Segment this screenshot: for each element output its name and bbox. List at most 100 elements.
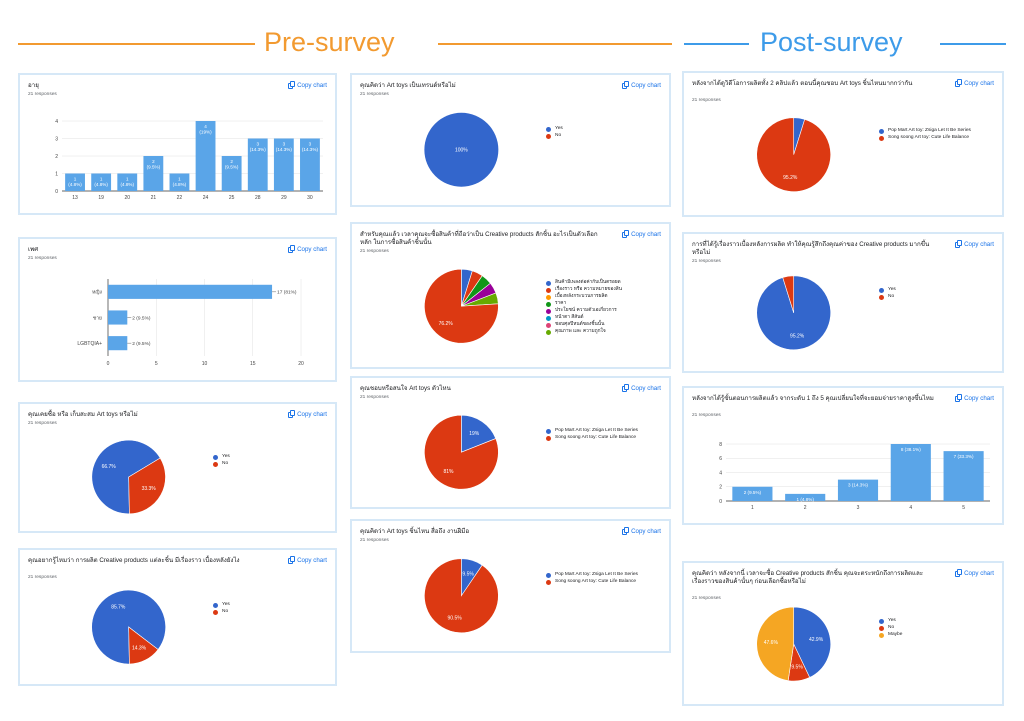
chart-title: คุณคิดว่า หลังจากนี้ เวลาจะซื้อ Creative… (692, 570, 924, 585)
slice-label: 47.6% (764, 640, 779, 646)
bar (117, 173, 138, 191)
chart-card-post-aware: คุณคิดว่า หลังจากนี้ เวลาจะซื้อ Creative… (682, 561, 1004, 706)
chart-legend: Pop Mart Art toy: Zsiga Let It Be Series… (879, 128, 994, 142)
legend-swatch (879, 128, 884, 134)
legend-label: No (888, 625, 895, 630)
legend-label: Pop Mart Art toy: Zsiga Let It Be Series (555, 572, 638, 577)
copy-chart-label: Copy chart (631, 231, 661, 238)
chart-title: หลังจากได้รู้ขั้นตอนการผลิตแล้ว จากระดับ… (692, 395, 934, 402)
responses-count: 21 responses (28, 575, 57, 580)
bar (108, 310, 128, 325)
legend-swatch (546, 126, 551, 132)
legend-label: สินค้ามีเพลงต่อค่ากับเป็นตรอยด (555, 280, 621, 285)
bar (65, 173, 85, 191)
x-tick-label: 5 (962, 505, 965, 511)
bar-chart: 0 1 2 3 4 1 (4.8%)1 (4.8%) 13 1 (4.8%)1 (4.8%) 19 1… (55, 119, 323, 201)
copy-chart-button[interactable]: Copy chart (955, 239, 994, 248)
bar (108, 336, 128, 351)
x-tick-label: 10 (202, 361, 208, 367)
chart-legend: Yes No Maybe (879, 618, 994, 639)
copy-chart-button[interactable]: Copy chart (288, 244, 327, 253)
copy-chart-button[interactable]: Copy chart (288, 80, 327, 89)
bar-value-label: 1 (4.8%)1 (4.8%) (94, 177, 108, 188)
bar-chart: 0 2 4 6 8 2 (9.5%) 1 1 (4.8%) 2 3 (14.3%) 3 8 (38.1… (719, 442, 990, 511)
responses-count: 21 responses (28, 92, 57, 97)
legend-label: Pop Mart Art toy: Zsiga Let It Be Series (888, 128, 971, 133)
copy-chart-button[interactable]: Copy chart (288, 409, 327, 418)
bar (943, 451, 984, 501)
slice-label: 95.2% (783, 175, 798, 181)
x-tick-label: 20 (124, 195, 130, 201)
copy-icon (622, 526, 630, 535)
pie-slice (128, 626, 159, 665)
legend-label: หน้าตา สีสันต์ (555, 315, 584, 320)
copy-chart-button[interactable]: Copy chart (288, 555, 327, 564)
legend-item: No (213, 609, 327, 615)
pie-slice (756, 117, 831, 192)
legend-item: เบื้องหลังกระบวนการผลิต (546, 294, 661, 300)
chart-title: อายุ (28, 82, 39, 89)
post-survey-title: Post-survey (760, 27, 903, 57)
legend-item: สินค้ามีเพลงต่อค่ากับเป็นตรอยด (546, 280, 661, 286)
copy-chart-button[interactable]: Copy chart (955, 568, 994, 577)
bar-value-label: 8 (38.1%) (901, 447, 921, 452)
copy-icon (955, 239, 963, 248)
slice-label: 95.2% (790, 333, 805, 339)
bar-value-label: 2 (9.5%)2 (9.5%) (225, 159, 239, 170)
chart-title: คุณชอบหรือสนใจ Art toys ตัวไหน (360, 385, 451, 392)
slice-label: 42.9% (809, 637, 824, 643)
legend-swatch (546, 133, 551, 139)
legend-label: Maybe (888, 632, 903, 637)
y-tick-label: 4 (55, 119, 58, 125)
bar (91, 173, 112, 191)
y-tick-label: 3 (55, 136, 58, 142)
y-tick-label: หญิง (92, 289, 103, 296)
copy-chart-button[interactable]: Copy chart (622, 526, 661, 535)
copy-chart-button[interactable]: Copy chart (622, 383, 661, 392)
legend-item: Maybe (879, 632, 994, 638)
legend-item: Yes (879, 618, 994, 624)
legend-swatch (546, 428, 551, 434)
legend-item: Yes (213, 454, 327, 460)
legend-label: Yes (222, 602, 230, 607)
pre-survey-line-right (438, 43, 672, 45)
slice-label: 81% (443, 469, 454, 475)
copy-chart-button[interactable]: Copy chart (955, 393, 994, 402)
legend-swatch (879, 135, 884, 141)
chart-card-collect: คุณเคยซื้อ หรือ เก็บสะสม Art toys หรือไม… (18, 402, 337, 533)
x-tick-label: 22 (177, 195, 183, 201)
slice-label: 66.7% (102, 464, 117, 470)
legend-swatch (879, 294, 884, 300)
x-tick-label: 1 (751, 505, 754, 511)
chart-card-trend: คุณคิดว่า Art toys เป็นเทรนด์หรือไม่ 21 r… (350, 73, 671, 207)
copy-chart-button[interactable]: Copy chart (955, 78, 994, 87)
legend-swatch (546, 294, 551, 300)
copy-icon (288, 555, 296, 564)
legend-swatch (213, 602, 218, 608)
chart-card-post-value: การที่ได้รู้เรื่องราวเบื้องหลังการผลิต ท… (682, 232, 1004, 373)
chart-card-gender: เพศ 21 responses Copy chart 0 5 10 15 20 17 (81%… (18, 237, 337, 382)
legend-label: No (222, 461, 229, 466)
chart-card-learn: คุณอยากรู้ไหมว่า การผลิต Creative produc… (18, 548, 337, 686)
legend-label: No (888, 294, 895, 299)
bar (300, 138, 320, 191)
copy-chart-label: Copy chart (964, 570, 994, 577)
copy-icon (955, 568, 963, 577)
responses-count: 21 responses (28, 256, 57, 261)
responses-count: 21 responses (28, 421, 57, 426)
slice-label: 9.5% (791, 665, 803, 671)
bar-value-label: 1 (4.8%) (797, 497, 815, 502)
legend-item: เรื่องราว หรือ ความหมายของสิน (546, 287, 661, 293)
legend-swatch (546, 435, 551, 441)
chart-legend: Yes No (213, 454, 327, 468)
copy-chart-button[interactable]: Copy chart (622, 229, 661, 238)
legend-item: No (879, 294, 994, 300)
chart-card-post-like: หลังจากได้ดูวิดีโอการผลิตทั้ง 2 คลิปแล้ว… (682, 71, 1004, 217)
bar-value-label: 2 (9.5%) (132, 341, 151, 347)
y-tick-label: LGBTQIA+ (77, 341, 102, 347)
copy-chart-button[interactable]: Copy chart (622, 80, 661, 89)
pie-slice (424, 268, 499, 344)
bar (273, 138, 294, 191)
slice-label: 76.2% (439, 321, 454, 327)
pie-slice (793, 606, 831, 678)
